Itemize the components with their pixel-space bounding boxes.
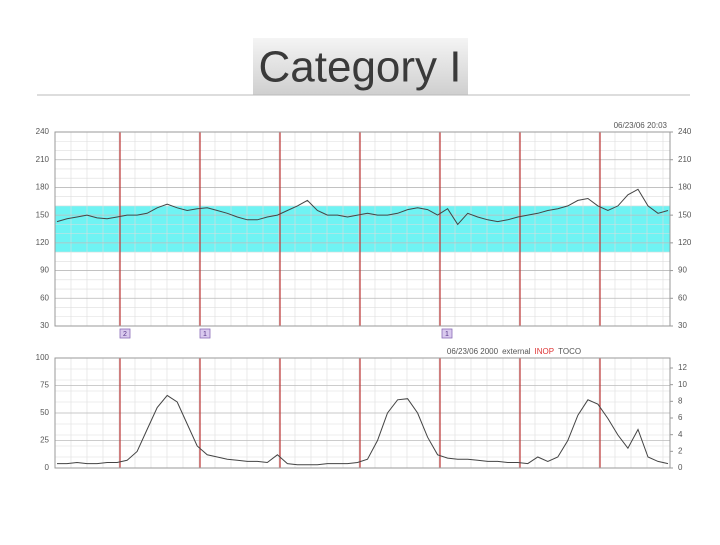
- timestamp: 06/23/06 20:03: [614, 121, 668, 130]
- y2-tick-label: 10: [678, 380, 687, 389]
- annotation-part: external: [502, 347, 531, 356]
- y-tick-label: 150: [36, 210, 50, 219]
- y-tick-label: 120: [36, 238, 50, 247]
- y-tick-label: 50: [40, 408, 49, 417]
- slide-title: Category I: [259, 43, 462, 92]
- y-tick-label: 180: [36, 183, 50, 192]
- y2-tick-label: 150: [678, 210, 692, 219]
- trace-line: [57, 394, 669, 466]
- title-box: [253, 38, 468, 95]
- event-marker-label: 1: [445, 331, 449, 338]
- y2-tick-label: 12: [678, 363, 687, 372]
- y2-tick-label: 240: [678, 127, 692, 136]
- y-tick-label: 75: [40, 381, 49, 390]
- event-marker: [441, 328, 453, 339]
- y2-tick-label: 0: [678, 463, 683, 472]
- y2-tick-label: 4: [678, 430, 683, 439]
- y-tick-label: 240: [36, 127, 50, 136]
- y2-tick-label: 30: [678, 321, 687, 330]
- annotation-part: 06/23/06 2000: [447, 347, 499, 356]
- annotation: 06/23/06 2000 external INOP TOCO: [447, 347, 581, 356]
- event-marker-label: 1: [203, 331, 207, 338]
- plot-border: [54, 131, 671, 327]
- y2-tick-label: 120: [678, 238, 692, 247]
- y-tick-label: 210: [36, 155, 50, 164]
- y2-tick-label: 210: [678, 155, 692, 164]
- y2-tick-label: 90: [678, 266, 687, 275]
- y-tick-label: 60: [40, 293, 49, 302]
- y-tick-label: 90: [40, 266, 49, 275]
- y2-tick-label: 2: [678, 446, 683, 455]
- plot-border: [54, 357, 671, 469]
- y2-tick-label: 6: [678, 413, 683, 422]
- y-tick-label: 100: [36, 353, 50, 362]
- y-tick-label: 25: [40, 436, 49, 445]
- y-tick-label: 30: [40, 321, 49, 330]
- y-tick-label: 0: [45, 463, 50, 472]
- y2-tick-label: 180: [678, 183, 692, 192]
- annotation-part: TOCO: [558, 347, 581, 356]
- normal-band: [55, 205, 670, 253]
- trace-line: [56, 188, 669, 226]
- event-marker: [199, 328, 211, 339]
- annotation-part: INOP: [535, 347, 555, 356]
- y2-tick-label: 60: [678, 293, 687, 302]
- y2-tick-label: 8: [678, 396, 683, 405]
- event-marker-label: 2: [123, 331, 127, 338]
- event-marker: [119, 328, 131, 339]
